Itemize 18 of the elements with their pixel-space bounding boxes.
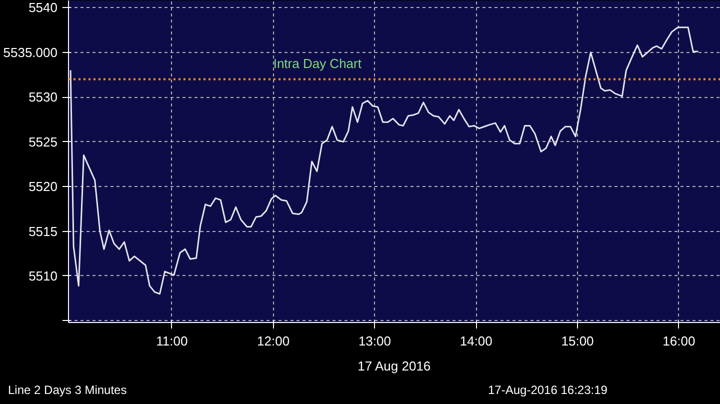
y-tick-label: 5515 [28,224,58,239]
text: 17-Aug-2016 16:23:19 [488,383,608,397]
x-tick-label: 16:00 [662,334,696,348]
text: 17 Aug 2016 [358,358,431,374]
y-tick-label: 5510 [28,268,58,284]
ref-line-label: Intra Day Chart [273,56,362,72]
y-tick-label: 5525 [28,134,58,150]
line-series [70,26,699,295]
x-tick-label: 14:00 [460,334,492,348]
x-tick-label: 11:00 [156,334,188,348]
x-tick-label: 15:00 [561,334,594,348]
x-tick-label: 13:00 [358,334,392,348]
x-tick-label: 12:00 [257,334,290,348]
y-tick-label: 5540 [28,0,58,16]
y-tick-label: 5535.000 [3,44,58,60]
y-tick-label: 5530 [28,90,58,105]
y-tick-label: 5520 [28,179,58,194]
text: Line 2 Days 3 Minutes [8,383,127,397]
